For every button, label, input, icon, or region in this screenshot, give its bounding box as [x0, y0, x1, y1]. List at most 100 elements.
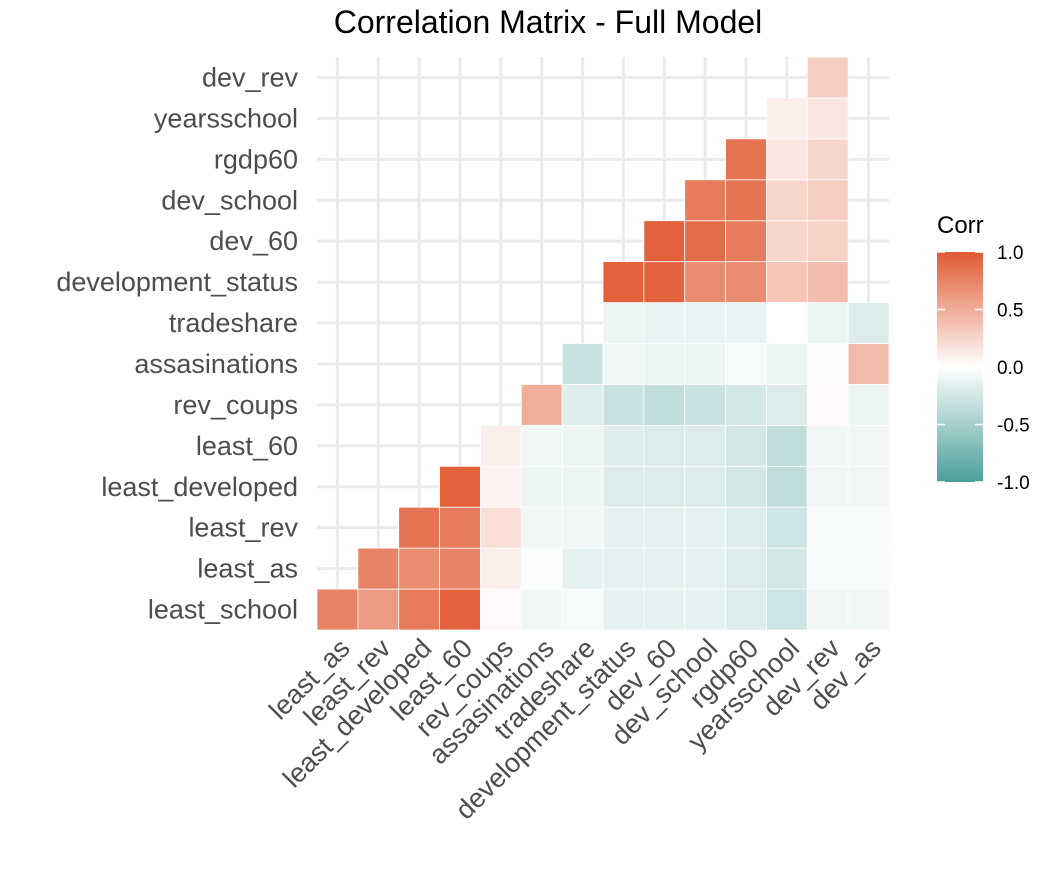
heatmap-cell: [725, 302, 767, 344]
heatmap-cell: [847, 424, 890, 467]
heatmap-cell: [766, 343, 808, 385]
heatmap-cell: [684, 384, 726, 426]
heatmap-cell: [847, 343, 890, 385]
heatmap-cell: [520, 384, 563, 426]
heatmap-cell: [684, 588, 726, 631]
y-tick-label: least_rev: [188, 513, 298, 543]
heatmap-cell: [806, 179, 849, 222]
legend-tick-label: 1.0: [997, 243, 1023, 264]
heatmap-cell: [398, 547, 440, 590]
heatmap-cell: [766, 465, 808, 508]
heatmap-cell: [766, 302, 808, 344]
heatmap-cell: [725, 138, 767, 181]
heatmap-cell: [766, 384, 808, 426]
heatmap-cell: [602, 465, 645, 508]
y-tick-label: dev_rev: [202, 62, 299, 92]
heatmap-cell: [480, 506, 522, 549]
heatmap-cell: [602, 506, 645, 549]
heatmap-cell: [847, 547, 890, 590]
heatmap-cell: [602, 384, 645, 426]
heatmap-cell: [561, 424, 604, 467]
heatmap-cell: [806, 220, 849, 263]
y-tick-label: dev_school: [161, 185, 298, 215]
heatmap-cell: [561, 384, 604, 426]
heatmap-cell: [520, 424, 563, 467]
heatmap-cell: [398, 588, 440, 631]
heatmap-cell: [561, 465, 604, 508]
heatmap-cell: [766, 506, 808, 549]
heatmap-cell: [806, 547, 849, 590]
heatmap-cell: [561, 343, 604, 385]
heatmap-cell: [520, 465, 563, 508]
heatmap-cell: [480, 465, 522, 508]
heatmap-cell: [725, 343, 767, 385]
heatmap-cell: [766, 97, 808, 140]
heatmap-cell: [643, 588, 686, 631]
heatmap-cell: [684, 465, 726, 508]
y-tick-label: development_status: [56, 267, 298, 297]
heatmap-cell: [480, 588, 522, 631]
heatmap-cell: [847, 465, 890, 508]
heatmap-cell: [725, 220, 767, 263]
heatmap-cell: [766, 261, 808, 303]
heatmap-cell: [602, 547, 645, 590]
legend-tick-label: -1.0: [997, 473, 1030, 494]
heatmap-cell: [806, 302, 849, 344]
y-tick-label: least_school: [148, 595, 298, 625]
legend-tick-label: -0.5: [997, 416, 1030, 437]
heatmap-cell: [806, 343, 849, 385]
legend: Corr 1.0 0.5 0.0 -0.5 -1.0: [937, 212, 1030, 494]
heatmap-cell: [316, 588, 359, 631]
heatmap-cell: [725, 588, 767, 631]
heatmap-cell: [643, 384, 686, 426]
heatmap-cell: [684, 424, 726, 467]
heatmap-cell: [725, 547, 767, 590]
y-axis-tick-labels: least_school least_as least_rev least_devel…: [56, 62, 298, 624]
legend-title: Corr: [937, 212, 984, 239]
legend-tick-label: 0.0: [997, 358, 1023, 379]
heatmap-cell: [520, 588, 563, 631]
y-tick-label: tradeshare: [169, 308, 298, 338]
heatmap-cell: [643, 547, 686, 590]
heatmap-cell: [684, 547, 726, 590]
heatmap-cell: [806, 261, 849, 303]
heatmap-cell: [806, 384, 849, 426]
legend-ticks: 1.0 0.5 0.0 -0.5 -1.0: [937, 243, 1030, 494]
y-tick-label: least_developed: [101, 472, 298, 502]
heatmap-cell: [643, 506, 686, 549]
heatmap-cell: [766, 588, 808, 631]
heatmap-cell: [643, 465, 686, 508]
y-tick-label: dev_60: [209, 226, 298, 256]
heatmap-cell: [847, 384, 890, 426]
heatmap-cell: [357, 547, 400, 590]
heatmap-cell: [643, 424, 686, 467]
heatmap-cell: [684, 343, 726, 385]
y-tick-label: rev_coups: [173, 390, 298, 420]
heatmap-cell: [602, 424, 645, 467]
heatmap-cell: [439, 588, 481, 631]
heatmap-cell: [357, 588, 400, 631]
heatmap-cell: [561, 547, 604, 590]
y-tick-label: least_as: [197, 554, 298, 584]
heatmap-cell: [806, 424, 849, 467]
heatmap-cells: [316, 56, 890, 631]
heatmap-cell: [847, 506, 890, 549]
heatmap-cell: [439, 465, 481, 508]
y-tick-label: yearsschool: [154, 103, 298, 133]
chart-title: Correlation Matrix - Full Model: [334, 4, 763, 40]
heatmap-cell: [806, 56, 849, 99]
heatmap-cell: [602, 343, 645, 385]
heatmap-cell: [725, 506, 767, 549]
heatmap-cell: [643, 220, 686, 263]
heatmap-cell: [684, 220, 726, 263]
heatmap-cell: [766, 424, 808, 467]
y-tick-label: assasinations: [134, 349, 298, 379]
heatmap-cell: [520, 506, 563, 549]
heatmap-cell: [684, 261, 726, 303]
heatmap-cell: [439, 506, 481, 549]
heatmap-cell: [806, 138, 849, 181]
heatmap-cell: [643, 261, 686, 303]
legend-tick-label: 0.5: [997, 301, 1023, 322]
heatmap-cell: [602, 588, 645, 631]
